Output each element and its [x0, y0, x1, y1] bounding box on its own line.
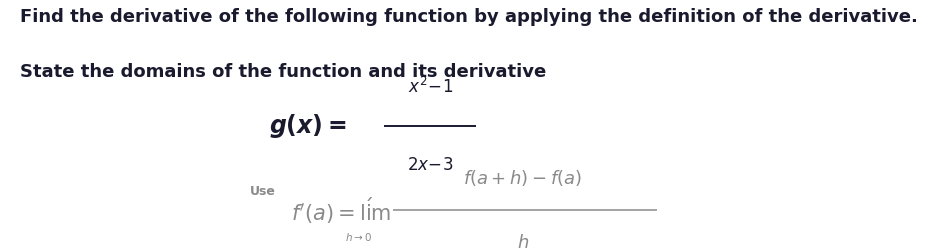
Text: $h$: $h$ — [516, 234, 529, 252]
Text: Find the derivative of the following function by applying the definition of the : Find the derivative of the following fun… — [20, 8, 919, 25]
Text: $2x\!-\!3$: $2x\!-\!3$ — [407, 156, 453, 174]
Text: $h{\rightarrow}0$: $h{\rightarrow}0$ — [345, 231, 373, 243]
Text: $f(a + h) - f(a)$: $f(a + h) - f(a)$ — [463, 168, 582, 188]
Text: $f'(a) = \mathrm{l\acute{i}m}$: $f'(a) = \mathrm{l\acute{i}m}$ — [291, 195, 391, 226]
Text: State the domains of the function and its derivative: State the domains of the function and it… — [20, 63, 547, 81]
Text: $\boldsymbol{g(x) =}$: $\boldsymbol{g(x) =}$ — [269, 112, 347, 140]
Text: $x^2\!-\!1$: $x^2\!-\!1$ — [408, 77, 452, 97]
Text: Use: Use — [250, 185, 276, 198]
